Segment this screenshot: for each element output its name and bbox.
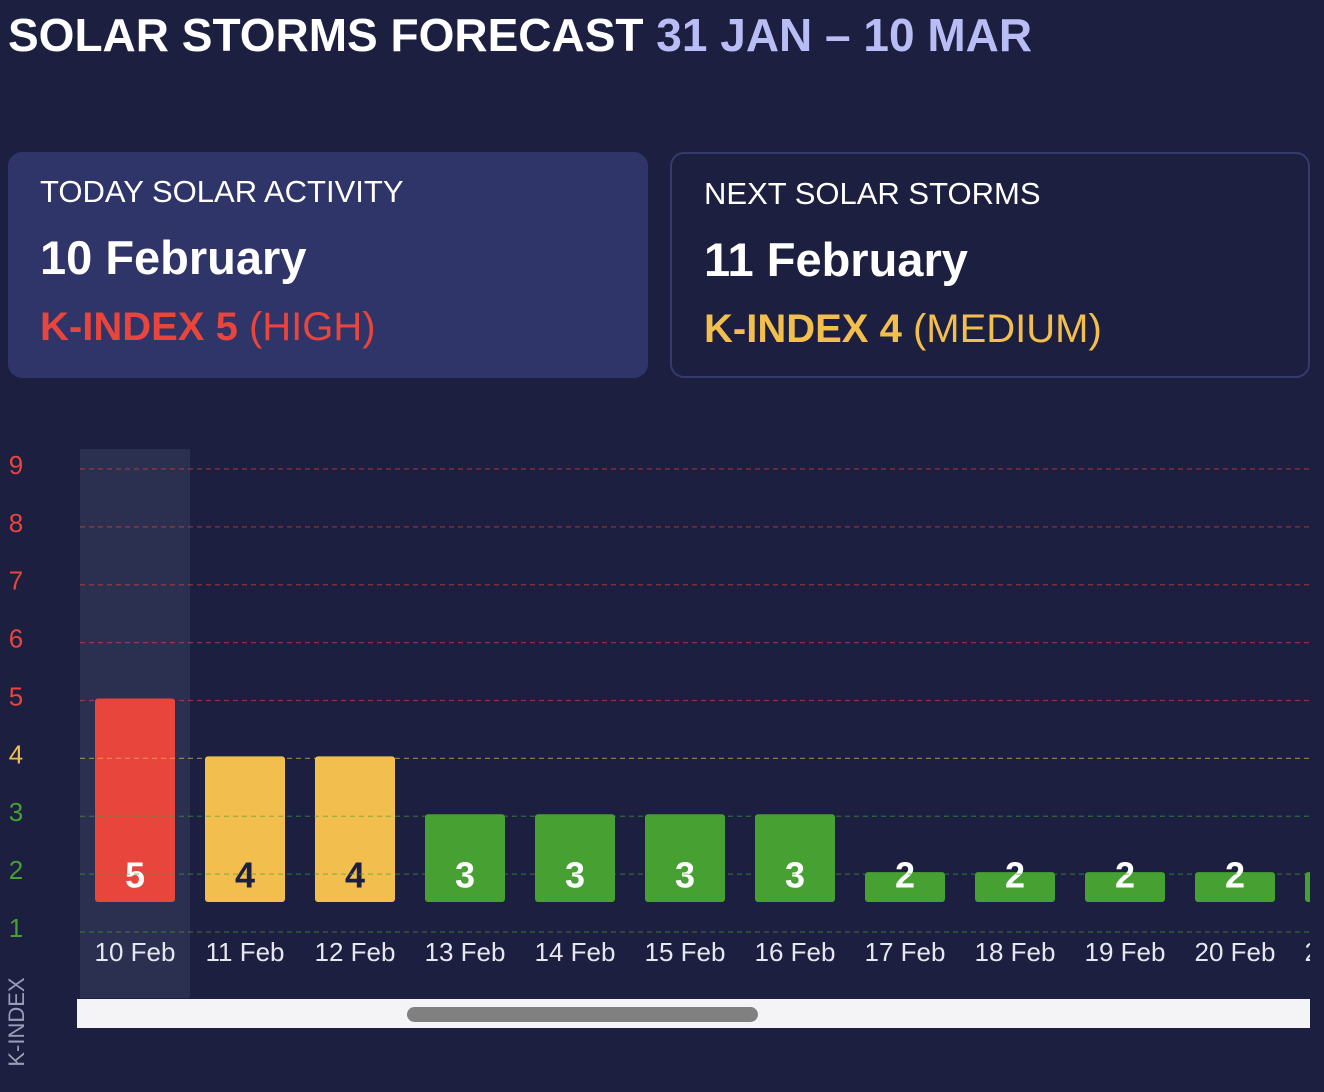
k-index: K-INDEX 4 <box>704 307 902 351</box>
bar <box>425 814 505 902</box>
y-tick-label: 8 <box>9 508 23 538</box>
y-tick-label: 5 <box>9 681 23 711</box>
bar <box>645 814 725 902</box>
card: TODAY SOLAR ACTIVITY 10 February K-INDEX… <box>8 152 648 378</box>
bar-value-label: 2 <box>1005 855 1025 896</box>
x-tick-label: 11 Feb <box>205 937 284 967</box>
bar-value-label: 3 <box>785 855 805 896</box>
x-tick-label: 19 Feb <box>1085 937 1166 967</box>
x-tick-label: 17 Feb <box>865 937 946 967</box>
x-tick-label: 21 Feb <box>1305 937 1324 967</box>
k-level: (HIGH) <box>248 305 376 349</box>
y-tick-label: 9 <box>9 450 23 480</box>
bar-value-label: 5 <box>125 855 145 896</box>
card-date: 11 February <box>704 233 968 286</box>
bar <box>315 756 395 902</box>
bar <box>535 814 615 902</box>
x-tick-label: 10 Feb <box>95 937 176 967</box>
header: SOLAR STORMS FORECAST 31 JAN – 10 MAR <box>8 8 1032 62</box>
x-tick-label: 13 Feb <box>425 937 506 967</box>
x-tick-label: 14 Feb <box>535 937 616 967</box>
bar-value-label: 3 <box>565 855 585 896</box>
card-index: K-INDEX 4 (MEDIUM) <box>704 307 1276 352</box>
y-tick-label: 6 <box>9 624 23 654</box>
bar <box>1305 872 1310 902</box>
bar <box>1085 872 1165 902</box>
bar <box>865 872 945 902</box>
x-tick-label: 20 Feb <box>1195 937 1276 967</box>
plot-area: 10 Feb 5 11 Feb 4 12 Feb 4 13 Feb 3 14 Feb 3 15 Fe… <box>80 449 1324 998</box>
bar-value-label: 2 <box>895 855 915 896</box>
x-tick-label: 15 Feb <box>645 937 726 967</box>
x-tick-label: 12 Feb <box>315 937 396 967</box>
bar <box>205 756 285 902</box>
bar <box>975 872 1055 902</box>
bar-value-label: 2 <box>1225 855 1245 896</box>
card-index: K-INDEX 5 (HIGH) <box>40 305 616 350</box>
bar <box>755 814 835 902</box>
y-tick-label: 4 <box>9 739 23 769</box>
x-tick-label: 18 Feb <box>975 937 1056 967</box>
bar-value-label: 3 <box>675 855 695 896</box>
y-tick-label: 3 <box>9 797 23 827</box>
bar-value-label: 4 <box>235 855 255 896</box>
card-label: TODAY SOLAR ACTIVITY <box>40 174 404 209</box>
scrollbar-thumb[interactable] <box>407 1007 758 1022</box>
card-date: 10 February <box>40 231 307 284</box>
y-axis-label: K-INDEX <box>4 977 29 1067</box>
k-level: (MEDIUM) <box>912 307 1102 351</box>
x-tick-label: 16 Feb <box>755 937 836 967</box>
title: SOLAR STORMS FORECAST <box>8 9 644 61</box>
bar <box>1195 872 1275 902</box>
card-label: NEXT SOLAR STORMS <box>704 176 1041 211</box>
y-tick-label: 7 <box>9 566 23 596</box>
bar-value-label: 3 <box>455 855 475 896</box>
y-tick-label: 2 <box>9 855 23 885</box>
bar <box>95 698 175 902</box>
bar-value-label: 4 <box>345 855 365 896</box>
y-tick-label: 1 <box>9 913 23 943</box>
k-index: K-INDEX 5 <box>40 305 238 349</box>
card: NEXT SOLAR STORMS 11 February K-INDEX 4 … <box>670 152 1310 378</box>
date-range: 31 JAN – 10 MAR <box>656 9 1033 61</box>
bar-value-label: 2 <box>1115 855 1135 896</box>
